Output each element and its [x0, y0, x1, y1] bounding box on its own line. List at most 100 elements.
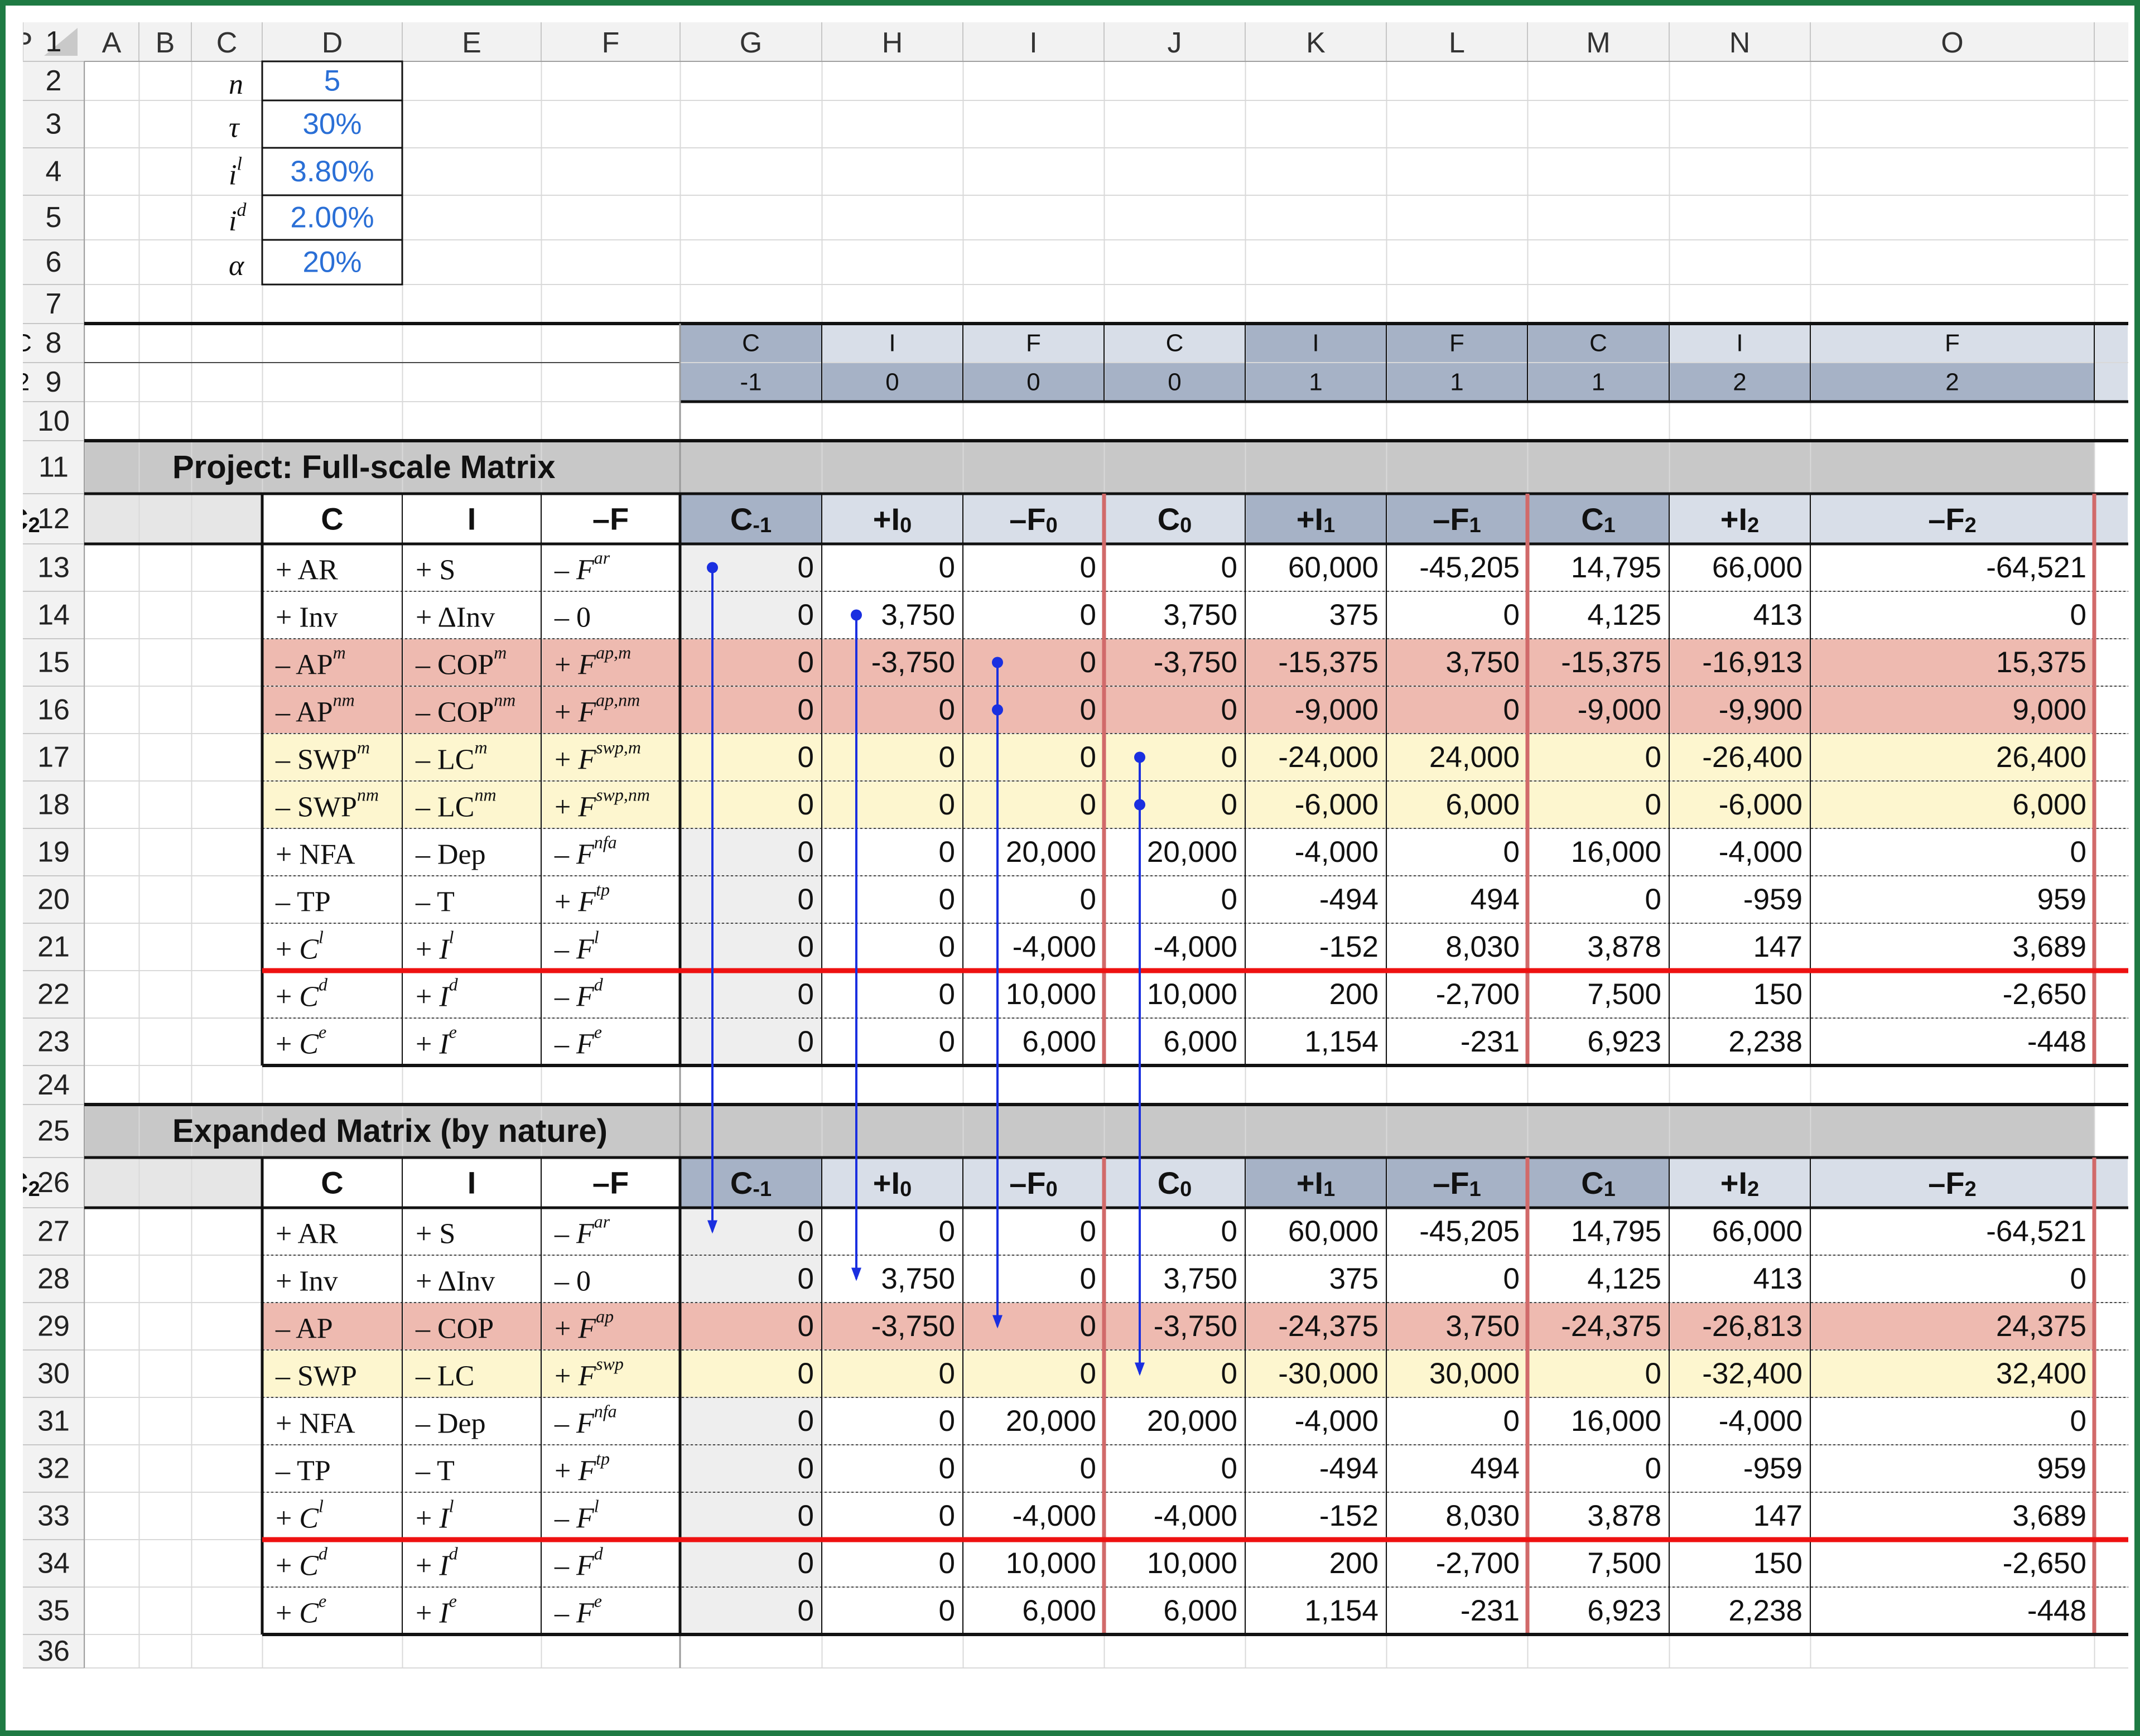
row-header-22[interactable]: 22 — [37, 978, 70, 1011]
row-header-35[interactable]: 35 — [37, 1595, 70, 1627]
value-cell[interactable]: 959 — [2037, 1452, 2086, 1485]
row-header-27[interactable]: 27 — [37, 1216, 70, 1248]
value-cell[interactable]: 1,154 — [1304, 1594, 1379, 1627]
value-cell[interactable]: 0 — [1645, 883, 1661, 916]
value-cell[interactable]: 0 — [1221, 1452, 1237, 1485]
row-header-33[interactable]: 33 — [37, 1500, 70, 1532]
row-header-5[interactable]: 5 — [46, 201, 62, 234]
value-cell[interactable]: 0 — [798, 551, 814, 584]
value-cell[interactable]: 0 — [1221, 741, 1237, 774]
row-header-31[interactable]: 31 — [37, 1405, 70, 1438]
column-header-B[interactable]: B — [156, 27, 175, 59]
value-cell[interactable]: 413 — [1753, 599, 1802, 631]
value-cell[interactable]: 3,878 — [1587, 930, 1661, 963]
row-header-18[interactable]: 18 — [37, 789, 70, 821]
value-cell[interactable]: 0 — [939, 1452, 955, 1485]
value-cell[interactable]: -3,750 — [871, 646, 955, 679]
value-cell[interactable]: 0 — [1503, 599, 1520, 631]
value-cell[interactable]: 0 — [798, 930, 814, 963]
value-cell[interactable]: -2,650 — [2003, 1547, 2086, 1580]
value-cell[interactable]: 0 — [798, 693, 814, 726]
value-cell[interactable]: 0 — [939, 1357, 955, 1390]
value-cell[interactable]: 0 — [939, 551, 955, 584]
column-header-E[interactable]: E — [462, 27, 481, 59]
value-cell[interactable]: 0 — [798, 1405, 814, 1438]
value-cell[interactable]: 24,000 — [1429, 741, 1520, 774]
value-cell[interactable]: 6,923 — [1587, 1025, 1661, 1058]
column-header-A[interactable]: A — [102, 27, 122, 59]
column-header-O[interactable]: O — [1941, 27, 1963, 59]
value-cell[interactable]: 0 — [939, 1215, 955, 1248]
value-cell[interactable]: 0 — [939, 1405, 955, 1438]
value-cell[interactable]: 0 — [1221, 693, 1237, 726]
value-cell[interactable]: 0 — [1080, 1452, 1096, 1485]
row-header-28[interactable]: 28 — [37, 1263, 70, 1295]
value-cell[interactable]: 0 — [1645, 1357, 1661, 1390]
value-cell[interactable]: 30,000 — [1429, 1357, 1520, 1390]
value-cell[interactable]: 6,000 — [1445, 788, 1520, 821]
value-cell[interactable]: 147 — [1753, 1499, 1802, 1532]
value-cell[interactable]: 6,923 — [1587, 1594, 1661, 1627]
value-cell[interactable]: -4,000 — [1013, 1499, 1096, 1532]
value-cell[interactable]: -494 — [1319, 883, 1379, 916]
column-header-G[interactable]: G — [740, 27, 762, 59]
value-cell[interactable]: 16,000 — [1571, 836, 1661, 869]
value-cell[interactable]: -6,000 — [1719, 788, 1802, 821]
value-cell[interactable]: 1,154 — [1304, 1025, 1379, 1058]
row-header-34[interactable]: 34 — [37, 1547, 70, 1580]
value-cell[interactable]: 0 — [939, 693, 955, 726]
column-header-C[interactable]: C — [216, 27, 238, 59]
select-all-corner[interactable] — [44, 28, 78, 56]
value-cell[interactable]: 0 — [798, 646, 814, 679]
value-cell[interactable]: -16,913 — [1702, 646, 1802, 679]
row-header-26[interactable]: 26 — [37, 1166, 70, 1199]
value-cell[interactable]: 6,000 — [1022, 1025, 1096, 1058]
row-header-3[interactable]: 3 — [46, 108, 62, 141]
value-cell[interactable]: -26,813 — [1702, 1310, 1802, 1343]
row-header-25[interactable]: 25 — [37, 1115, 70, 1147]
value-cell[interactable]: 0 — [1080, 1215, 1096, 1248]
value-cell[interactable]: 6,000 — [1163, 1025, 1237, 1058]
value-cell[interactable]: 3,750 — [1163, 599, 1237, 631]
value-cell[interactable]: 4,125 — [1587, 1262, 1661, 1295]
value-cell[interactable]: -152 — [1319, 1499, 1379, 1532]
value-cell[interactable]: 10,000 — [1147, 1547, 1237, 1580]
column-header-D[interactable]: D — [322, 27, 343, 59]
value-cell[interactable]: 3,878 — [1587, 1499, 1661, 1532]
row-header-8[interactable]: 8 — [46, 327, 62, 359]
value-cell[interactable]: 9,000 — [2012, 693, 2086, 726]
value-cell[interactable]: -4,000 — [1719, 1405, 1802, 1438]
value-cell[interactable]: 0 — [1503, 1262, 1520, 1295]
value-cell[interactable]: -4,000 — [1719, 836, 1802, 869]
value-cell[interactable]: 7,500 — [1587, 978, 1661, 1011]
value-cell[interactable]: 15,375 — [1996, 646, 2086, 679]
row-header-17[interactable]: 17 — [37, 741, 70, 774]
value-cell[interactable]: 0 — [1080, 1310, 1096, 1343]
value-cell[interactable]: 200 — [1329, 1547, 1379, 1580]
value-cell[interactable]: 4,125 — [1587, 599, 1661, 631]
value-cell[interactable]: 0 — [798, 741, 814, 774]
value-cell[interactable]: 375 — [1329, 1262, 1379, 1295]
value-cell[interactable]: -4,000 — [1154, 930, 1237, 963]
value-cell[interactable]: -9,000 — [1578, 693, 1661, 726]
value-cell[interactable]: 0 — [1221, 1215, 1237, 1248]
value-cell[interactable]: -4,000 — [1154, 1499, 1237, 1532]
value-cell[interactable]: -45,205 — [1419, 551, 1520, 584]
value-cell[interactable]: 0 — [939, 1547, 955, 1580]
value-cell[interactable]: 0 — [1221, 551, 1237, 584]
value-cell[interactable]: -64,521 — [1986, 1215, 2086, 1248]
column-header-J[interactable]: J — [1168, 27, 1182, 59]
value-cell[interactable]: -24,000 — [1278, 741, 1379, 774]
column-header-K[interactable]: K — [1306, 27, 1326, 59]
value-cell[interactable]: 0 — [1645, 741, 1661, 774]
value-cell[interactable]: -231 — [1461, 1594, 1520, 1627]
value-cell[interactable]: -24,375 — [1561, 1310, 1661, 1343]
value-cell[interactable]: 10,000 — [1006, 978, 1096, 1011]
value-cell[interactable]: 0 — [939, 978, 955, 1011]
row-header-32[interactable]: 32 — [37, 1453, 70, 1485]
value-cell[interactable]: 150 — [1753, 978, 1802, 1011]
value-cell[interactable]: 413 — [1753, 1262, 1802, 1295]
value-cell[interactable]: 0 — [798, 1452, 814, 1485]
value-cell[interactable]: 8,030 — [1445, 1499, 1520, 1532]
value-cell[interactable]: 150 — [1753, 1547, 1802, 1580]
